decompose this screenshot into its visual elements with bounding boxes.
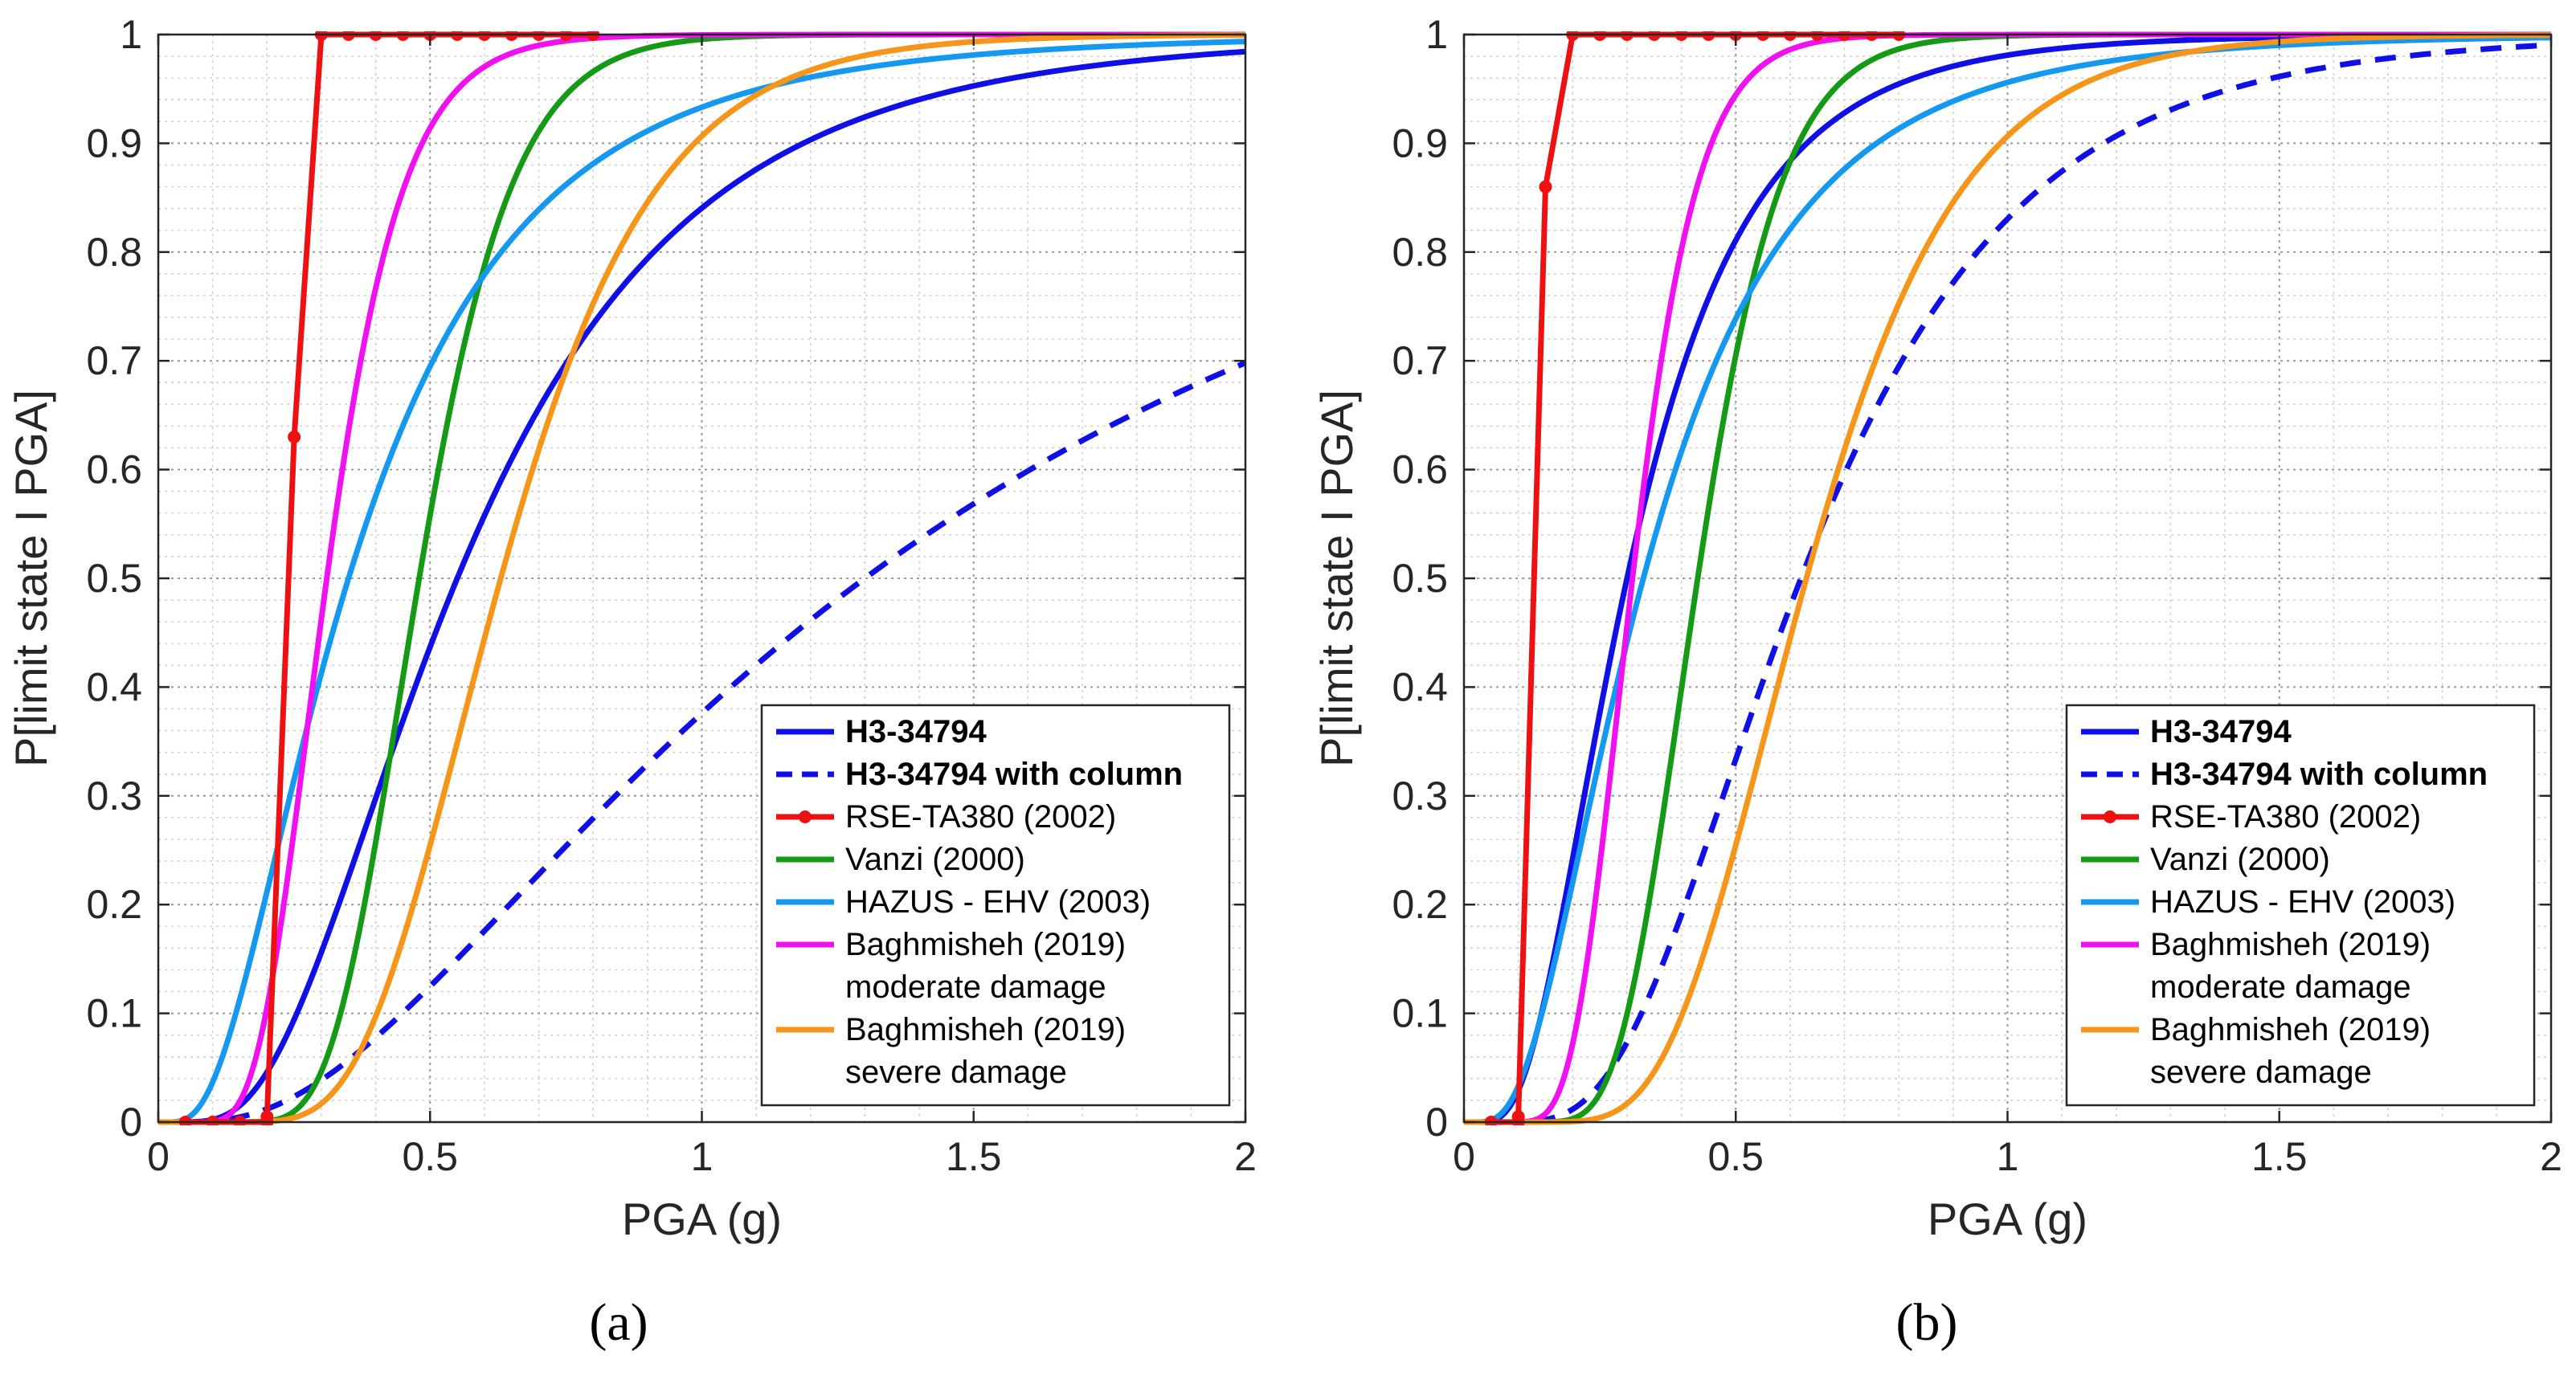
series-line-baghmisheh-2019--severe-damage [1463,32,2552,1125]
x-tick-label: 0.5 [1707,1134,1764,1179]
y-tick-label: 0.4 [86,664,142,709]
x-tick-label: 0 [1453,1134,1475,1179]
y-tick-label: 0.8 [86,230,142,275]
x-tick-label: 1.5 [946,1134,1002,1179]
y-tick-label: 0.9 [1392,120,1448,165]
x-axis-label: PGA (g) [622,1194,782,1244]
y-tick-label: 1 [120,12,142,57]
y-tick-label: 0.3 [86,774,142,818]
x-axis-label: PGA (g) [1928,1194,2087,1244]
legend-entry: RSE-TA380 (2002) [845,799,1116,835]
y-tick-label: 0.5 [1392,556,1448,601]
legend-entry: Baghmisheh (2019) [2150,1012,2431,1047]
tick-marks [157,33,1247,1124]
panel-label: (b) [1896,1293,1958,1352]
y-tick-label: 0.9 [86,120,142,165]
series-marker [1511,1110,1525,1124]
legend-entry-line2: severe damage [845,1055,1067,1090]
legend-entry: Baghmisheh (2019) [845,927,1126,962]
series-line-h3-34794 [157,48,1246,1125]
legend-entry-line2: moderate damage [2150,969,2411,1005]
y-tick-label: 0.1 [1392,991,1448,1036]
y-tick-label: 0 [120,1100,142,1145]
y-tick-label: 0.2 [1392,882,1448,927]
y-tick-label: 0.8 [1392,230,1448,275]
legend-entry: HAZUS - EHV (2003) [845,884,1151,920]
chart-panel-2: 0 0.5 1 1.5 2 0 0.1 0.2 0.3 0.4 0.5 0.6 0.7 0.8 0.9 1 PG… [1311,12,2562,1352]
chart-panel-1: 0 0.5 1 1.5 2 0 0.1 0.2 0.3 0.4 0.5 0.6 0.7 0.8 0.9 1 PG… [6,12,1257,1352]
y-tick-label: 0.6 [86,447,142,492]
y-tick-label: 0.3 [1392,774,1448,818]
y-tick-label: 0 [1425,1100,1448,1145]
x-tick-label: 1 [1997,1134,2019,1179]
legend: H3-34794 H3-34794 with column RSE-TA380 (2… [760,704,1231,1107]
legend-entry: H3-34794 [2150,714,2292,749]
x-tick-label: 2 [2540,1134,2562,1179]
series-marker [288,430,301,443]
series-line-h3-34794-with-column [1463,42,2552,1125]
x-tick-label: 1.5 [2251,1134,2308,1179]
x-tick-label: 0 [147,1134,170,1179]
legend-box [760,704,1231,1107]
x-tick-label: 1 [691,1134,714,1179]
legend-entry: Vanzi (2000) [2150,842,2330,877]
legend: H3-34794 H3-34794 with column RSE-TA380 (2… [2065,704,2536,1107]
series-line-hazus-ehv-2003- [157,39,1246,1125]
tick-marks [1462,33,2553,1124]
legend-entry: H3-34794 with column [845,757,1183,792]
y-tick-label: 0.7 [1392,338,1448,383]
y-tick-label: 1 [1425,12,1448,57]
legend-entry: Baghmisheh (2019) [2150,927,2431,962]
y-tick-label: 0.2 [86,882,142,927]
y-tick-label: 0.6 [1392,447,1448,492]
y-tick-label: 0.5 [86,556,142,601]
legend-swatch-marker [799,810,812,823]
legend-entry-line2: moderate damage [845,969,1106,1005]
series-line-h3-34794-with-column [157,360,1247,1125]
y-axis-label: P[limit state I PGA] [6,390,56,767]
legend-entry: HAZUS - EHV (2003) [2150,884,2455,920]
y-tick-label: 0.7 [86,338,142,383]
legend-entry: Vanzi (2000) [845,842,1025,877]
legend-entry: RSE-TA380 (2002) [2150,799,2421,835]
legend-entry: Baghmisheh (2019) [845,1012,1126,1047]
panel-label: (a) [589,1293,648,1352]
series-line-hazus-ehv-2003- [1463,35,2552,1125]
x-tick-label: 2 [1234,1134,1257,1179]
series-marker [260,1110,274,1124]
y-tick-label: 0.4 [1392,664,1448,709]
y-tick-label: 0.1 [86,991,142,1036]
legend-box [2065,704,2536,1107]
legend-entry: H3-34794 with column [2150,757,2488,792]
legend-entry-line2: severe damage [2150,1055,2372,1090]
series-line-baghmisheh-2019--severe-damage [157,32,1246,1125]
y-axis-label: P[limit state I PGA] [1311,390,1362,767]
legend-entry: H3-34794 [845,714,987,749]
series-marker [1539,180,1552,194]
x-tick-label: 0.5 [402,1134,458,1179]
legend-swatch-marker [2104,810,2116,823]
